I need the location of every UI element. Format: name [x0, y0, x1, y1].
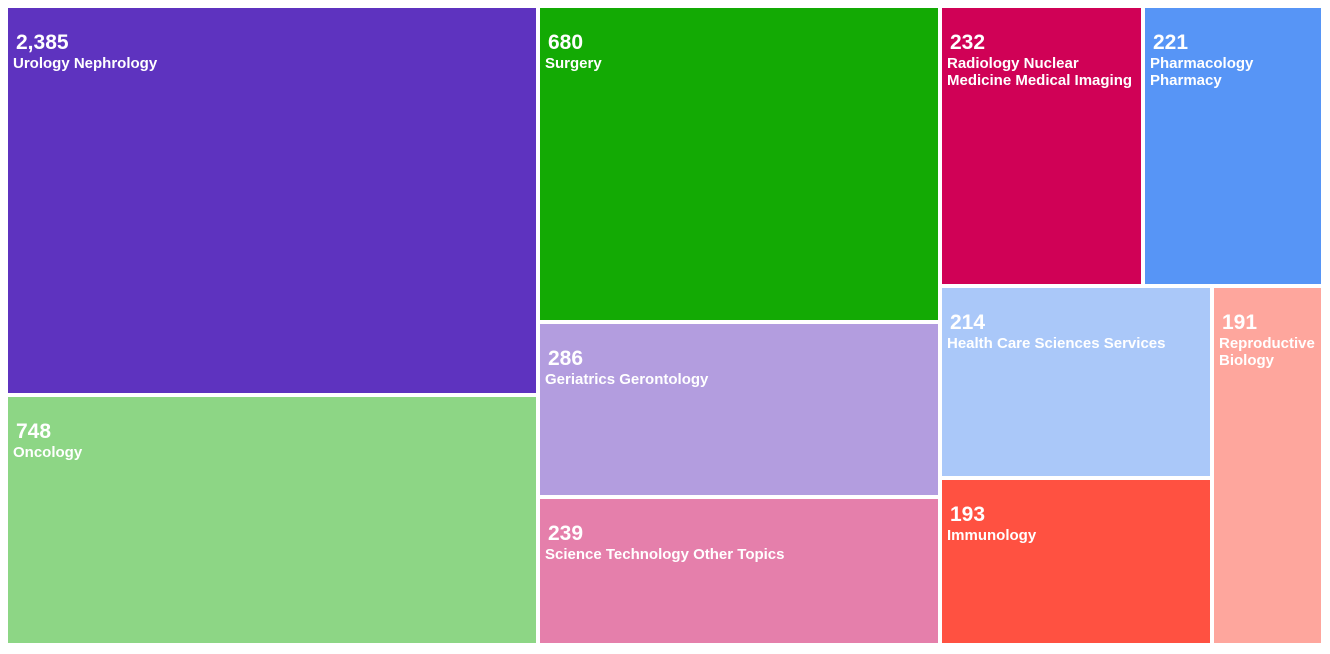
tile-surgery[interactable]: 680 Surgery: [540, 8, 938, 320]
tile-label: Science Technology Other Topics: [545, 546, 785, 563]
tile-label: Geriatrics Gerontology: [545, 371, 709, 388]
tile-label: Oncology: [13, 444, 83, 461]
tile-oncology[interactable]: 748 Oncology: [8, 397, 536, 643]
tile-value: 193: [950, 503, 986, 526]
tile-label: Reproductive Biology: [1219, 335, 1315, 369]
tile-value: 214: [950, 311, 986, 334]
tile-science-technology[interactable]: 239 Science Technology Other Topics: [540, 499, 938, 643]
tile-geriatrics-gerontology[interactable]: 286 Geriatrics Gerontology: [540, 324, 938, 495]
tile-value: 286: [548, 347, 584, 370]
tile-value: 2,385: [16, 31, 69, 54]
tile-label: Radiology Nuclear Medicine Medical Imagi…: [947, 55, 1133, 89]
tile-label: Surgery: [545, 55, 602, 72]
tile-immunology[interactable]: 193 Immunology: [942, 480, 1210, 643]
tile-label: Health Care Sciences Services: [947, 335, 1166, 352]
tile-radiology[interactable]: 232 Radiology Nuclear Medicine Medical I…: [942, 8, 1141, 284]
tile-value: 191: [1222, 311, 1258, 334]
tile-urology-nephrology[interactable]: 2,385 Urology Nephrology: [8, 8, 536, 393]
tile-label: Immunology: [947, 527, 1037, 544]
tile-value: 748: [16, 420, 52, 443]
tile-health-care-sciences[interactable]: 214 Health Care Sciences Services: [942, 288, 1210, 476]
tile-value: 232: [950, 31, 986, 54]
tile-pharmacology-pharmacy[interactable]: 221 Pharmacology Pharmacy: [1145, 8, 1321, 284]
tile-reproductive-biology[interactable]: 191 Reproductive Biology: [1214, 288, 1321, 643]
tile-label: Urology Nephrology: [13, 55, 158, 72]
tile-value: 680: [548, 31, 584, 54]
tile-label: Pharmacology Pharmacy: [1150, 55, 1254, 89]
tile-value: 221: [1153, 31, 1189, 54]
tile-value: 239: [548, 522, 584, 545]
